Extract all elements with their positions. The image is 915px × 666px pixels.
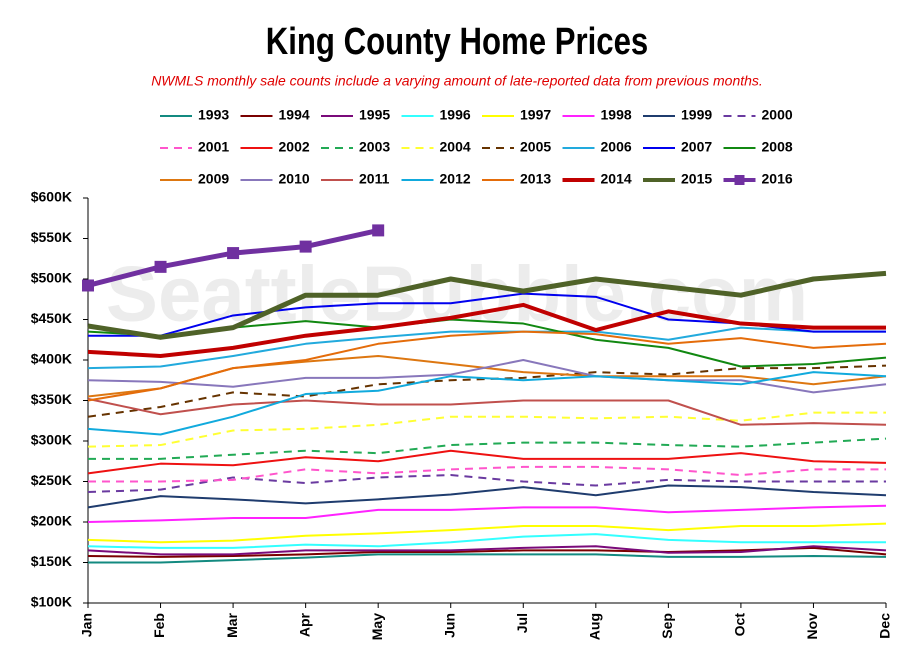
series-line xyxy=(88,437,887,460)
series-line xyxy=(87,330,887,402)
point-marker xyxy=(82,279,94,292)
legend-label: 2016 xyxy=(762,171,793,187)
y-tick-label: $600K xyxy=(31,189,72,205)
x-tick-label: Feb xyxy=(151,613,167,638)
series-line xyxy=(87,484,887,509)
chart-title: King County Home Prices xyxy=(266,21,648,63)
legend-marker xyxy=(734,175,745,185)
y-tick-label: $150K xyxy=(31,553,72,569)
point-marker xyxy=(154,260,167,273)
x-tick-label: Sep xyxy=(659,613,675,639)
series-line xyxy=(87,546,887,558)
y-tick-label: $300K xyxy=(31,432,72,448)
y-tick-label: $450K xyxy=(31,310,72,326)
legend-label: 2012 xyxy=(440,171,471,187)
series-line xyxy=(87,302,886,358)
x-tick-label: Apr xyxy=(296,612,312,637)
x-tick-label: Oct xyxy=(732,613,748,637)
series-line xyxy=(87,545,887,556)
series-line xyxy=(88,465,886,483)
x-tick-label: Aug xyxy=(587,613,603,640)
series-line xyxy=(88,553,887,564)
y-tick-label: $200K xyxy=(31,513,72,529)
x-tick-label: Jun xyxy=(441,613,457,638)
legend-label: 2001 xyxy=(198,139,229,155)
y-tick-label: $400K xyxy=(31,351,72,367)
series-line xyxy=(87,504,887,523)
legend-label: 1993 xyxy=(198,107,229,123)
series-line xyxy=(87,371,887,436)
point-marker xyxy=(299,240,312,253)
y-tick-label: $500K xyxy=(31,270,72,286)
legend-label: 2010 xyxy=(279,171,310,187)
x-tick-label: Nov xyxy=(804,613,820,640)
x-tick-label: Jul xyxy=(514,613,530,633)
series-line xyxy=(87,533,886,549)
x-tick-label: Mar xyxy=(224,612,240,637)
legend-label: 2004 xyxy=(440,139,471,155)
y-tick-label: $100K xyxy=(31,594,72,610)
point-marker xyxy=(372,224,385,237)
legend-label: 2008 xyxy=(762,139,793,155)
legend-label: 2013 xyxy=(520,171,551,187)
series-line xyxy=(87,326,886,370)
y-tick-label: $250K xyxy=(31,472,72,488)
point-marker xyxy=(227,247,240,260)
legend-label: 1998 xyxy=(601,107,632,123)
chart-subtitle: NWMLS monthly sale counts include a vary… xyxy=(151,73,763,89)
x-tick-label: Dec xyxy=(877,613,893,639)
series-line xyxy=(87,449,887,475)
y-tick-label: $550K xyxy=(31,229,72,245)
x-tick-label: May xyxy=(369,613,385,640)
legend-label: 2014 xyxy=(601,171,632,187)
legend-label: 1999 xyxy=(681,107,712,123)
legend-label: 1997 xyxy=(520,107,551,123)
legend-label: 1996 xyxy=(440,107,471,123)
y-tick-label: $350K xyxy=(31,391,72,407)
legend-label: 2007 xyxy=(681,139,712,155)
legend-label: 2000 xyxy=(762,107,793,123)
x-tick-label: Jan xyxy=(79,613,95,637)
legend-label: 2005 xyxy=(520,139,551,155)
legend-label: 2015 xyxy=(681,171,712,187)
legend-label: 1994 xyxy=(279,107,310,123)
legend-label: 2006 xyxy=(601,139,632,155)
series-line xyxy=(87,397,887,426)
watermark: SeattleBubble.com xyxy=(106,250,808,338)
series-line xyxy=(87,270,887,340)
legend-label: 1995 xyxy=(359,107,390,123)
legend-label: 2011 xyxy=(359,171,390,187)
legend-label: 2002 xyxy=(279,139,310,155)
legend-label: 2003 xyxy=(359,139,390,155)
legend-label: 2009 xyxy=(198,171,229,187)
series-line xyxy=(87,522,887,544)
